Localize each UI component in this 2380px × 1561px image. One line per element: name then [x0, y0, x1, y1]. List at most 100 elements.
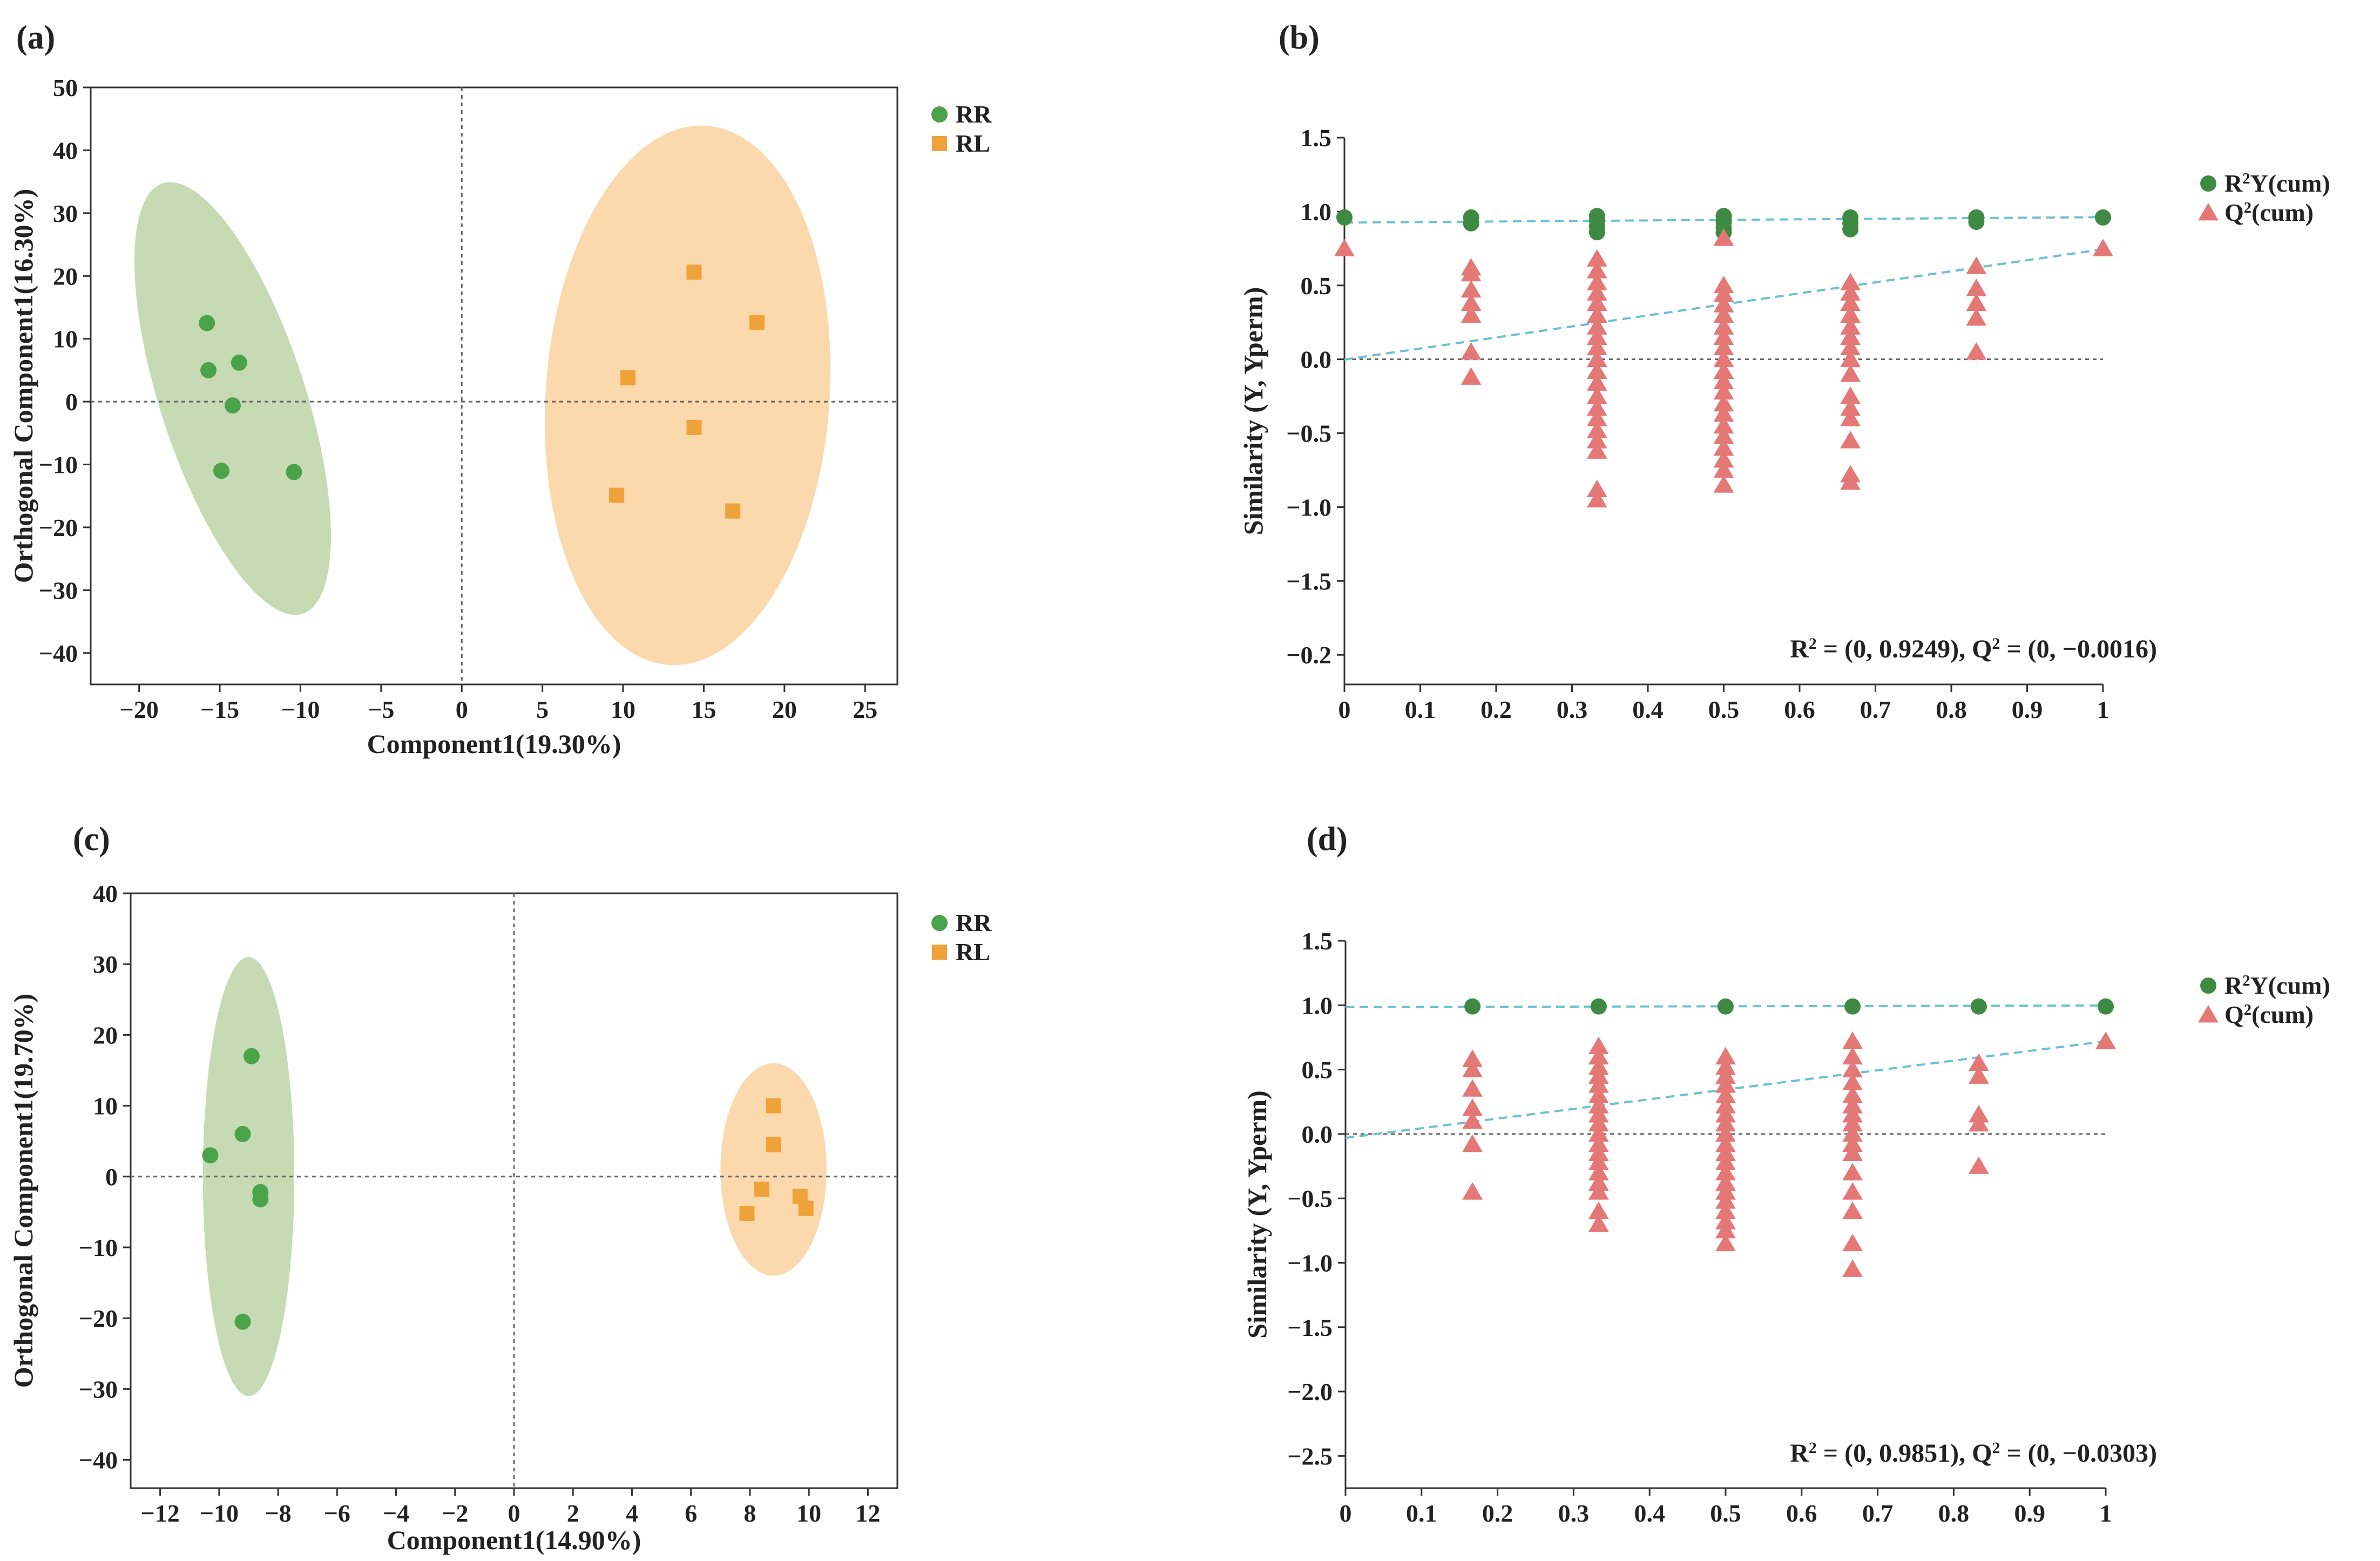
- data-point-q2: [1586, 349, 1607, 368]
- x-tick-label: 4: [626, 1499, 638, 1527]
- x-tick-label: 0.8: [1938, 1499, 1970, 1527]
- y-tick-label: 0: [65, 388, 78, 416]
- data-point-rr: [202, 1147, 219, 1164]
- data-point-q2: [1588, 1075, 1609, 1093]
- data-point-q2: [1462, 1182, 1483, 1200]
- data-point-q2: [1586, 293, 1607, 311]
- y-tick-label: 10: [53, 325, 78, 353]
- data-point-q2: [1586, 373, 1607, 391]
- legend-label: Q2(cum): [2225, 199, 2314, 226]
- data-point-q2: [1588, 1036, 1609, 1055]
- x-tick-label: −4: [383, 1499, 409, 1527]
- data-point-q2: [1586, 261, 1607, 279]
- x-tick-label: 0.7: [1860, 696, 1891, 723]
- y-tick-label: −2.5: [1287, 1442, 1333, 1470]
- x-tick-label: −10: [281, 696, 320, 723]
- x-tick-label: −15: [200, 696, 239, 723]
- data-point-q2: [1586, 441, 1607, 459]
- panel-c: (c)−12 −10 −8 −6 −4 −2 0 2 4 6 8 10 12403020100−10−2…: [8, 821, 992, 1555]
- y-tick-label: 0.0: [1302, 1121, 1333, 1148]
- data-point-q2: [1715, 1134, 1736, 1152]
- data-point-rl: [766, 1098, 781, 1114]
- x-tick-label: 0: [1338, 696, 1351, 723]
- x-tick-label: −2: [442, 1499, 468, 1527]
- data-point-q2: [1715, 1233, 1736, 1252]
- legend-marker-first: [931, 915, 948, 931]
- data-point-q2: [1842, 1085, 1863, 1103]
- data-point-r2y: [1463, 215, 1479, 232]
- data-point-q2: [1588, 1047, 1609, 1065]
- y-tick-label: −30: [39, 576, 78, 604]
- confidence-ellipse-rl: [720, 1063, 827, 1276]
- data-point-q2: [1968, 1053, 1989, 1071]
- data-point-q2: [1968, 1105, 1989, 1123]
- x-axis-title: Component1(19.30%): [367, 729, 621, 759]
- y-tick-label: −0.5: [1286, 420, 1331, 447]
- y-tick-label: 0.0: [1301, 346, 1332, 374]
- data-point-q2: [1461, 305, 1482, 323]
- data-point-q2: [1461, 263, 1482, 282]
- y-tick-label: 0.5: [1301, 272, 1332, 300]
- data-point-rl: [725, 503, 741, 519]
- x-tick-label: 0.8: [1936, 696, 1967, 723]
- data-point-q2: [1840, 337, 1861, 356]
- y-tick-label: 20: [93, 1021, 118, 1049]
- data-point-q2: [1586, 273, 1607, 290]
- data-point-rr: [243, 1048, 260, 1064]
- data-point-q2: [1713, 393, 1734, 412]
- data-point-q2: [2095, 1031, 2116, 1049]
- y-tick-label: 0.5: [1302, 1056, 1333, 1084]
- data-point-q2: [1461, 342, 1482, 360]
- data-point-q2: [1842, 1233, 1863, 1252]
- data-point-q2: [1842, 1105, 1863, 1123]
- data-point-q2: [1713, 404, 1734, 422]
- panel-b: (b) 0 0.1 0.2 0.3 0.4 0.5 0.6 0.7 0.8 0.9 1 1.5 1.0 0.…: [1238, 19, 2330, 723]
- data-point-r2y: [1718, 998, 1734, 1015]
- x-axis-title: Component1(14.90%): [387, 1525, 641, 1555]
- data-point-q2: [1966, 308, 1987, 326]
- data-point-q2: [1713, 475, 1734, 493]
- data-point-q2: [1588, 1066, 1609, 1084]
- legend-marker-second: [932, 945, 947, 960]
- data-point-q2: [1713, 305, 1734, 323]
- data-point-q2: [1586, 420, 1607, 438]
- data-point-q2: [1586, 337, 1607, 356]
- statistics-annotation: R2 = (0, 0.9851), Q2 = (0, −0.0303): [1790, 1439, 2157, 1468]
- panel-label: (b): [1279, 19, 1320, 56]
- legend-label: RR: [956, 909, 992, 936]
- y-tick-label: −0.2: [1286, 641, 1331, 669]
- data-point-q2: [1713, 317, 1734, 335]
- y-tick-label: 30: [93, 951, 118, 978]
- legend-marker-first: [2200, 175, 2216, 192]
- data-point-r2y: [2095, 209, 2111, 226]
- data-point-q2: [1715, 1047, 1736, 1065]
- data-point-q2: [1588, 1096, 1609, 1114]
- data-point-q2: [1842, 1031, 1863, 1049]
- x-tick-label: 6: [685, 1499, 697, 1527]
- data-point-r2y: [2098, 998, 2114, 1015]
- x-tick-label: 1: [2100, 1499, 2112, 1527]
- data-point-q2: [1586, 305, 1607, 323]
- data-point-q2: [1840, 305, 1861, 323]
- data-point-q2: [1715, 1096, 1736, 1114]
- statistics-annotation: R2 = (0, 0.9249), Q2 = (0, −0.0016): [1790, 635, 2157, 664]
- data-point-q2: [1840, 293, 1861, 311]
- data-point-q2: [1715, 1220, 1736, 1239]
- data-point-rr: [252, 1191, 269, 1207]
- data-point-q2: [1968, 1114, 1989, 1132]
- data-point-q2: [1588, 1134, 1609, 1152]
- data-point-q2: [1715, 1105, 1736, 1123]
- data-point-q2: [1842, 1143, 1863, 1162]
- panel-label: (a): [16, 19, 55, 56]
- data-point-q2: [1586, 361, 1607, 379]
- x-tick-label: 0.6: [1784, 696, 1815, 723]
- data-point-q2: [1588, 1057, 1609, 1075]
- data-point-q2: [1840, 364, 1861, 382]
- x-tick-label: 25: [853, 696, 877, 723]
- data-point-q2: [1713, 438, 1734, 456]
- data-point-rr: [199, 315, 215, 331]
- data-point-rl: [609, 487, 625, 503]
- data-point-q2: [1715, 1163, 1736, 1180]
- x-tick-label: 0.5: [1710, 1499, 1741, 1527]
